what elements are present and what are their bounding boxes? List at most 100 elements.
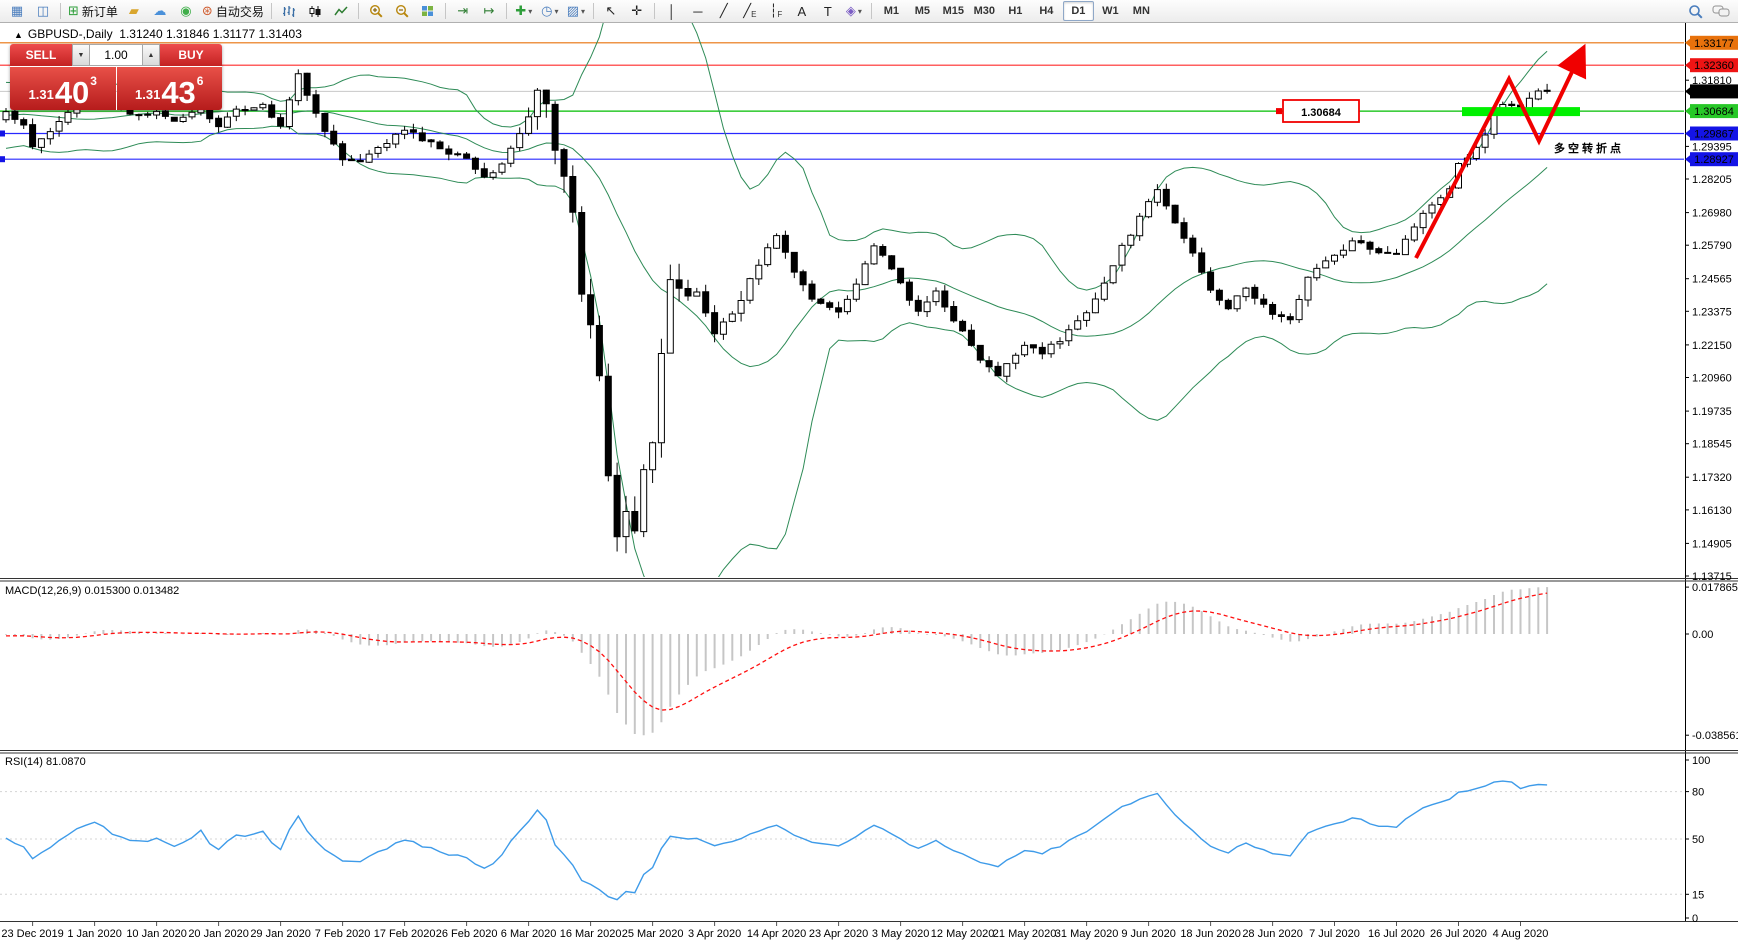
svg-text:28 Jun 2020: 28 Jun 2020 xyxy=(1242,928,1303,940)
sell-price[interactable]: 1.31 40 3 xyxy=(10,67,116,110)
new-order-button[interactable]: ⊞ 新订单 xyxy=(68,3,118,19)
rsi-label: RSI(14) 81.0870 xyxy=(5,756,86,768)
auto-scroll-icon[interactable]: ⇥ xyxy=(457,3,469,18)
macd-panel[interactable] xyxy=(5,587,1549,736)
svg-text:1.22150: 1.22150 xyxy=(1692,340,1732,352)
horizontal-line-icon[interactable]: ─ xyxy=(693,3,703,19)
time-axis: 23 Dec 2019 1 Jan 2020 10 Jan 2020 20 Jan 2… xyxy=(1,922,1548,940)
label-icon[interactable]: T xyxy=(823,3,832,19)
svg-text:23 Apr 2020: 23 Apr 2020 xyxy=(809,928,868,940)
line-chart-icon[interactable] xyxy=(329,2,353,20)
trend-zigzag-arrow[interactable] xyxy=(1414,43,1587,259)
svg-text:1.20960: 1.20960 xyxy=(1692,373,1732,385)
chart-window-icon[interactable]: ▦ xyxy=(10,3,24,18)
timeframe-button-m15[interactable]: M15 xyxy=(942,5,965,17)
arrows-icon[interactable]: ◈ ▾ xyxy=(845,3,862,18)
dropdown-arrow-icon[interactable]: ▾ xyxy=(554,6,559,16)
candlestick-chart-icon[interactable] xyxy=(303,2,327,20)
panel-borders xyxy=(0,23,1738,922)
rsi-panel[interactable] xyxy=(0,780,1685,901)
fibonacci-icon[interactable]: ┆ F xyxy=(769,3,783,19)
svg-text:80: 80 xyxy=(1692,787,1704,799)
svg-text:1.30684: 1.30684 xyxy=(1694,106,1734,118)
sell-price-prefix: 1.31 xyxy=(28,87,54,102)
svg-text:25 Mar 2020: 25 Mar 2020 xyxy=(622,928,684,940)
svg-text:0.017865: 0.017865 xyxy=(1692,582,1738,594)
collapse-panel-toggle[interactable]: ▲ xyxy=(14,30,23,40)
autotrade-button[interactable]: ⊛ 自动交易 xyxy=(201,3,264,19)
buy-button[interactable]: BUY xyxy=(160,44,222,66)
svg-text:26 Jul 2020: 26 Jul 2020 xyxy=(1430,928,1487,940)
line-handle[interactable] xyxy=(0,130,5,137)
dropdown-arrow-icon[interactable]: ▾ xyxy=(580,6,585,16)
line-handle[interactable] xyxy=(0,156,5,163)
trendline-icon[interactable]: ╱ xyxy=(719,3,728,18)
buy-price[interactable]: 1.31 43 6 xyxy=(116,67,222,110)
toolbar-separator xyxy=(357,3,359,19)
volume-decrease-button[interactable]: ▼ xyxy=(72,44,90,66)
timeframe-button-d1[interactable]: D1 xyxy=(1062,1,1094,21)
svg-text:23 Dec 2019: 23 Dec 2019 xyxy=(1,928,63,940)
svg-text:1.31403: 1.31403 xyxy=(1694,86,1734,98)
timeframe-button-m1[interactable]: M1 xyxy=(883,5,899,17)
community-icon[interactable]: ☁ xyxy=(153,3,167,18)
equidistant-channel-icon[interactable]: ╱ E xyxy=(743,3,757,19)
svg-text:1.23375: 1.23375 xyxy=(1692,306,1732,318)
sell-button[interactable]: SELL xyxy=(10,44,72,66)
dropdown-arrow-icon[interactable]: ▾ xyxy=(857,6,862,16)
svg-text:50: 50 xyxy=(1692,834,1704,846)
price-badge-1.29867: 1.29867 xyxy=(1685,126,1738,141)
chart-shift-icon[interactable]: ↦ xyxy=(483,3,495,18)
text-icon[interactable]: A xyxy=(797,3,807,19)
svg-text:3 Apr 2020: 3 Apr 2020 xyxy=(688,928,741,940)
dropdown-arrow-icon[interactable]: ▾ xyxy=(528,6,533,16)
svg-text:1.14905: 1.14905 xyxy=(1692,538,1732,550)
buy-price-sup: 6 xyxy=(196,74,204,88)
templates-icon[interactable]: ▨ ▾ xyxy=(566,3,585,18)
bar-chart-icon[interactable] xyxy=(277,2,301,20)
svg-text:12 May 2020: 12 May 2020 xyxy=(931,928,995,940)
svg-text:16 Jul 2020: 16 Jul 2020 xyxy=(1368,928,1425,940)
timeframe-button-w1[interactable]: W1 xyxy=(1102,5,1119,17)
svg-text:16 Mar 2020: 16 Mar 2020 xyxy=(560,928,622,940)
sell-price-sup: 3 xyxy=(90,74,97,88)
cn-annotation-label[interactable]: 多空转折点 xyxy=(1554,141,1624,155)
vertical-line-icon[interactable]: │ xyxy=(667,3,676,19)
volume-input[interactable] xyxy=(90,44,142,66)
indicators-icon[interactable]: ✚ ▾ xyxy=(515,3,533,18)
support-highlight-bar[interactable] xyxy=(1462,107,1580,117)
timeframe-button-m30[interactable]: M30 xyxy=(973,5,996,17)
svg-text:1.18545: 1.18545 xyxy=(1692,439,1732,451)
price-callout-box[interactable]: 1.30684 xyxy=(1276,99,1360,123)
timeframe-button-mn[interactable]: MN xyxy=(1132,5,1150,17)
timeframe-button-m5[interactable]: M5 xyxy=(914,5,930,17)
svg-text:1.19735: 1.19735 xyxy=(1692,406,1732,418)
gold-icon[interactable]: ▰ xyxy=(128,3,139,18)
svg-text:1.28927: 1.28927 xyxy=(1694,154,1734,166)
svg-text:4 Aug 2020: 4 Aug 2020 xyxy=(1493,928,1549,940)
toolbar-separator xyxy=(270,3,272,19)
svg-text:1.30684: 1.30684 xyxy=(1301,107,1342,119)
signals-icon[interactable]: ◉ xyxy=(180,3,192,18)
cursor-icon[interactable]: ↖ xyxy=(605,3,617,18)
timeframe-button-h1[interactable]: H1 xyxy=(1008,5,1023,17)
search-icon[interactable] xyxy=(1683,2,1707,20)
sell-price-big: 40 xyxy=(54,74,90,110)
svg-text:1.26980: 1.26980 xyxy=(1692,208,1732,220)
timeframe-button-h4[interactable]: H4 xyxy=(1039,5,1054,17)
svg-text:7 Jul 2020: 7 Jul 2020 xyxy=(1309,928,1360,940)
profile-icon[interactable]: ◫ xyxy=(36,3,50,18)
svg-text:14 Apr 2020: 14 Apr 2020 xyxy=(747,928,806,940)
main-price-panel[interactable]: 1.30684 多空转折点 xyxy=(0,0,1685,603)
chat-icon[interactable] xyxy=(1709,2,1733,20)
zoom-out-icon[interactable] xyxy=(390,2,414,20)
svg-text:6 Mar 2020: 6 Mar 2020 xyxy=(501,928,557,940)
tile-windows-icon[interactable] xyxy=(416,2,440,20)
zoom-in-icon[interactable] xyxy=(364,2,388,20)
chart-title: ▲ GBPUSD-,Daily 1.31240 1.31846 1.31177 1… xyxy=(14,27,302,41)
periods-icon[interactable]: ◷ ▾ xyxy=(541,3,559,18)
bull-candles xyxy=(2,73,1542,538)
crosshair-icon[interactable]: ✛ xyxy=(631,3,643,18)
volume-increase-button[interactable]: ▲ xyxy=(142,44,160,66)
